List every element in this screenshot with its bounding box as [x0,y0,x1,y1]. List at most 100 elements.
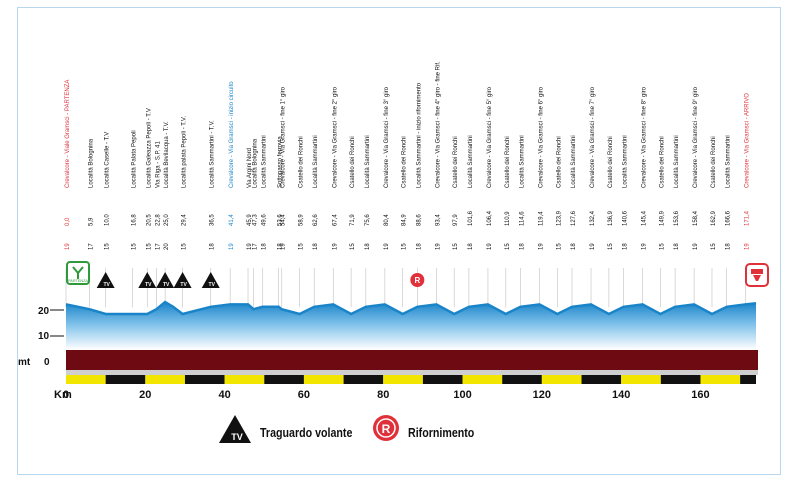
waypoint-km: 80,4 [384,214,390,226]
tv-marker-text: TV [145,282,152,288]
waypoint-label: Crevalcore - Via Gramsci - fine 6° giro [538,86,544,188]
km-stripe-segment [105,375,146,384]
waypoint-label: Crevalcore - Via Gramsci - fine 8° giro [642,86,648,188]
y-axis: 20 10 mt 0 [18,306,64,368]
waypoint-km: 110,9 [505,211,511,226]
waypoint-label: Località Caselle - T.V [105,132,111,188]
base-band [66,350,758,370]
tv-marker: TV [96,272,115,288]
waypoint-label: Csatello dei Ronchi [608,136,614,188]
waypoint-label: Csatello dei Ronchi [402,136,408,188]
waypoint-label: Sottopasso ferrovia [278,136,284,188]
tv-triangle [173,272,192,288]
km-stripe-segment [581,375,622,384]
km-stripe-segment [343,375,384,384]
waypoint-label: Crevalcore - Via Gramsci - fine 7° giro [590,86,596,188]
waypoint-label: Località Sammartini - T.V. [210,120,216,188]
waypoint-km: 0,0 [65,217,71,226]
waypoint-altitude: 19 [590,243,596,250]
waypoint-km: 71,9 [350,214,356,226]
km-stripe-segment [740,375,756,384]
y-tick-label: 0 [44,357,50,368]
waypoint-label: Crevalcore - Viale Gramsci - PARTENZA [65,80,71,188]
waypoint-km: 41,4 [229,214,235,226]
km-stripe-segment [502,375,542,384]
km-stripe-segment [383,375,423,384]
waypoint-label: Csatello dei Ronchi [659,136,665,188]
tv-marker-text: TV [180,282,187,288]
waypoint-label: Località Sammartini [365,135,371,188]
waypoint-km: 45,9 [247,214,253,226]
waypoint-altitude: 18 [674,243,680,250]
km-stripe-segment [145,375,185,384]
waypoint-altitude: 19 [65,243,71,250]
km-stripe-top [66,370,758,375]
x-axis-label: Km [54,389,72,401]
waypoint-km: 29,4 [182,214,188,226]
frame-border [17,7,781,475]
waypoint-km: 158,4 [693,210,699,226]
y-tick-label: 10 [38,331,50,342]
waypoint-altitude: 19 [693,243,699,250]
waypoint-label: Località Sammartini [313,135,319,188]
waypoint-altitude: 15 [608,243,614,250]
waypoint-altitude: 18 [278,243,284,250]
x-tick-label: 0 [63,389,69,401]
waypoint-label: Crevalcore - Via Gramsci - inizio circui… [229,81,235,188]
tv-triangle [156,272,175,288]
waypoint-label: Csatello dei Ronchi [556,136,562,188]
waypoint-km: 162,9 [711,210,717,226]
waypoint-km: 171,4 [745,210,751,226]
waypoint-label: Crevalcore - Via Gramsci - fine 3° giro [384,86,390,188]
waypoint-altitude: 15 [453,243,459,250]
tv-marker-text: TV [163,282,170,288]
waypoint-altitude: 19 [745,243,751,250]
waypoint-label: Crevalcore - Via Gramsci - fine 5° giro [487,86,493,188]
waypoint-altitude: 15 [505,243,511,250]
x-tick-label: 140 [612,389,630,401]
waypoint-altitude: 15 [402,243,408,250]
tv-triangle [96,272,115,288]
waypoint-label: Località Sammartini [468,135,474,188]
waypoint-label: Crevalcore - Via Gramsci - fine 2° giro [332,86,338,188]
waypoint-km: 36,5 [210,214,216,226]
waypoint-km: 88,6 [416,214,422,226]
waypoint-altitude: 19 [487,243,493,250]
waypoint-km: 97,9 [453,214,459,226]
waypoint-altitude: 18 [313,243,319,250]
x-tick-label: 80 [377,389,389,401]
waypoint-km: 10,0 [105,214,111,226]
waypoint-altitude: 20 [164,243,170,250]
waypoint-km: 106,4 [487,210,493,226]
km-stripe-segment [184,375,225,384]
waypoint-label: Località Sammartini [262,135,268,188]
x-tick-label: 60 [298,389,310,401]
km-stripe-segment [224,375,265,384]
svg-text:R: R [382,422,391,436]
waypoint-altitude: 18 [262,243,268,250]
km-stripe-segment [66,375,106,384]
svg-text:TV: TV [231,432,243,442]
waypoint-km: 54,4 [281,214,287,226]
waypoint-altitude: 17 [88,243,94,250]
waypoint-km: 47,3 [253,214,259,226]
x-tick-label: 120 [533,389,551,401]
tv-marker: TV [156,272,175,288]
waypoint-km: 75,6 [365,214,371,226]
waypoint-km: 67,4 [332,214,338,226]
waypoint-km: 93,4 [435,214,441,226]
tv-marker-text: TV [103,282,110,288]
x-axis-ticks: 0 20 40 60 80 100 120 140 160 [63,389,710,401]
waypoint-altitude: 15 [350,243,356,250]
waypoint-labels: Crevalcore - Viale Gramsci - PARTENZA Loc… [65,61,751,188]
km-stripe-segment [700,375,741,384]
start-label: PARTENZA [68,279,88,283]
km-stripe-segment [621,375,661,384]
waypoint-km: 22,8 [155,214,161,226]
waypoint-altitude: 15 [105,243,111,250]
km-stripe-segment [422,375,463,384]
waypoint-altitude: 18 [210,243,216,250]
tv-marker: TV [138,272,157,288]
waypoint-km: 132,4 [590,210,596,226]
